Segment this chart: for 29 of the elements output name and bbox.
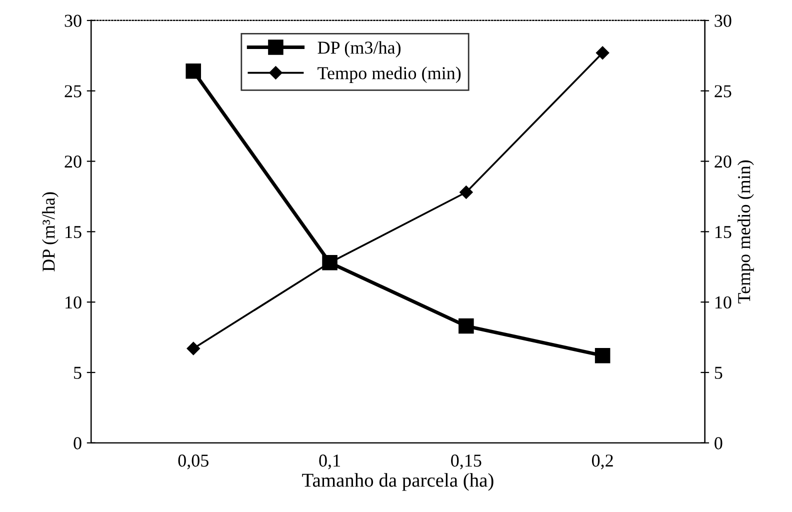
- point: [596, 46, 610, 60]
- y2-tick-label: 25: [714, 85, 732, 98]
- y2-axis-title: Tempo medio (min): [738, 160, 754, 304]
- x-axis-title: Tamanho da parcela (ha): [302, 473, 494, 491]
- point: [594, 348, 610, 364]
- y2-tick-label: 5: [714, 366, 722, 379]
- y-axis-title: DP (m³/ha): [42, 192, 58, 272]
- legend-label: DP (m3/ha): [318, 41, 401, 58]
- y2-tick-label: 30: [714, 14, 732, 27]
- y-tick-label: 20: [64, 156, 82, 168]
- point: [458, 318, 474, 334]
- x-tick-label: 0,2: [592, 454, 613, 470]
- y2-tick-label: 20: [714, 156, 732, 168]
- y-tick-label: 25: [64, 85, 82, 98]
- x-tick-label: 0,1: [319, 454, 340, 470]
- point: [460, 186, 473, 199]
- y2-tick-label: 15: [715, 226, 732, 238]
- y2-tick-label: 10: [715, 296, 732, 309]
- y-tick-label: 15: [66, 226, 82, 238]
- y-tick-label: 5: [74, 366, 82, 379]
- x-tick-label: 0,05: [178, 454, 208, 470]
- y-tick-label: 30: [64, 14, 82, 27]
- point: [186, 64, 202, 79]
- y-tick-label: 10: [66, 296, 82, 309]
- y-tick-label: 0: [74, 437, 82, 450]
- y2-tick-label: 0: [714, 437, 722, 450]
- point: [186, 342, 200, 356]
- x-tick-label: 0,15: [451, 454, 482, 470]
- legend-label: Tempo medio (min): [318, 66, 461, 83]
